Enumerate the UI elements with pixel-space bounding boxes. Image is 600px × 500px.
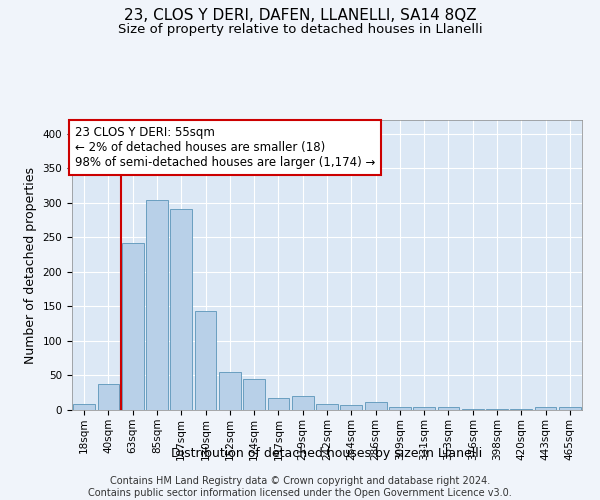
Bar	[340, 405, 362, 410]
Y-axis label: Number of detached properties: Number of detached properties	[24, 166, 37, 364]
Bar	[413, 407, 435, 410]
Bar	[437, 407, 460, 410]
Bar	[511, 408, 532, 410]
Bar	[316, 404, 338, 410]
Bar	[559, 406, 581, 410]
Bar	[535, 406, 556, 410]
Bar	[146, 200, 168, 410]
Bar	[389, 406, 411, 410]
Text: Size of property relative to detached houses in Llanelli: Size of property relative to detached ho…	[118, 22, 482, 36]
Bar	[194, 312, 217, 410]
Text: Contains HM Land Registry data © Crown copyright and database right 2024.
Contai: Contains HM Land Registry data © Crown c…	[88, 476, 512, 498]
Text: 23, CLOS Y DERI, DAFEN, LLANELLI, SA14 8QZ: 23, CLOS Y DERI, DAFEN, LLANELLI, SA14 8…	[124, 8, 476, 22]
Text: 23 CLOS Y DERI: 55sqm
← 2% of detached houses are smaller (18)
98% of semi-detac: 23 CLOS Y DERI: 55sqm ← 2% of detached h…	[74, 126, 375, 169]
Bar	[462, 408, 484, 410]
Bar	[486, 408, 508, 410]
Bar	[292, 396, 314, 410]
Bar	[73, 404, 95, 410]
Bar	[97, 384, 119, 410]
Bar	[170, 209, 192, 410]
Bar	[268, 398, 289, 410]
Bar	[122, 243, 143, 410]
Text: Distribution of detached houses by size in Llanelli: Distribution of detached houses by size …	[172, 448, 482, 460]
Bar	[365, 402, 386, 410]
Bar	[219, 372, 241, 410]
Bar	[243, 379, 265, 410]
